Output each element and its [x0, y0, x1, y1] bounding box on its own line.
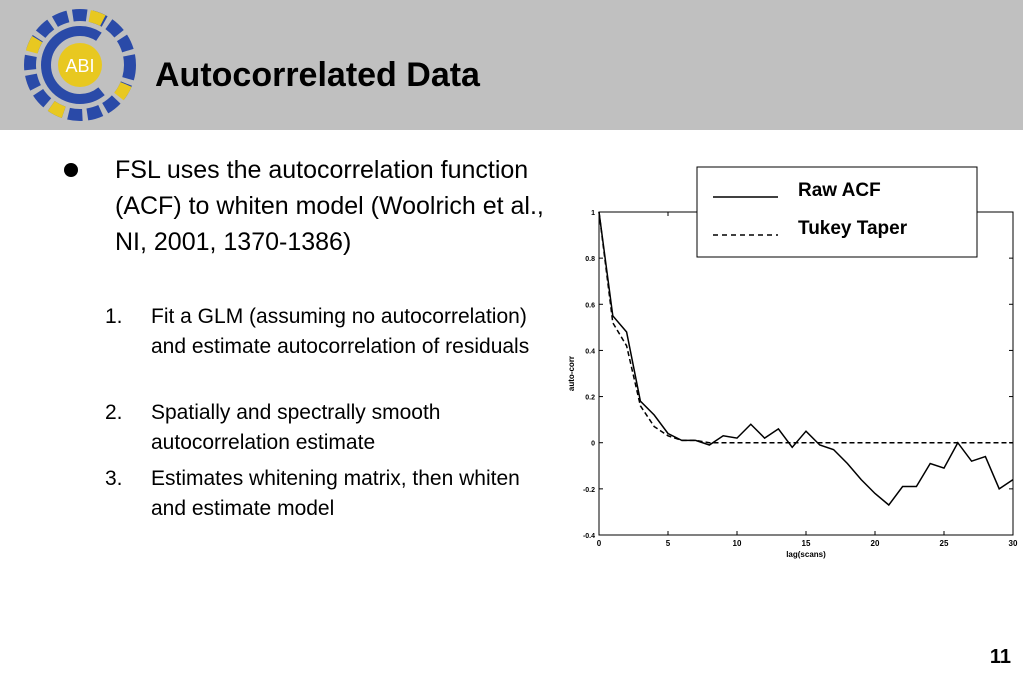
logo-text: ABI — [65, 56, 94, 76]
x-tick-label: 15 — [802, 539, 811, 548]
step-text: Spatially and spectrally smooth autocorr… — [151, 401, 441, 454]
step: 1. Fit a GLM (assuming no autocorrelation… — [105, 302, 529, 397]
bullet-dot — [64, 163, 78, 177]
step-number: 1. — [105, 305, 123, 328]
y-tick-label: 1 — [591, 210, 595, 217]
chart: 0 5 10 15 20 25 30 -0.4 -0.2 0 0.2 0.4 0.6 0.8 1 lag(sc… — [567, 166, 1018, 559]
x-tick-label: 5 — [666, 539, 671, 548]
y-tick-label: -0.4 — [583, 533, 595, 540]
step: 3. Estimates whitening matrix, then white… — [105, 464, 525, 526]
step: 2. Spatially and spectrally smooth autoco… — [105, 398, 525, 460]
legend-box — [696, 166, 978, 258]
bullet-text: FSL uses the autocorrelation function (A… — [115, 156, 544, 256]
step-number: 3. — [105, 467, 123, 490]
legend-label: Raw ACF — [798, 180, 881, 201]
slide-title: Autocorrelated Data — [155, 56, 480, 94]
step-text: Fit a GLM (assuming no autocorrelation) … — [151, 305, 530, 358]
series-line — [598, 211, 1013, 444]
x-tick-label: 10 — [733, 539, 742, 548]
step-text: Estimates whitening matrix, then whiten … — [151, 467, 520, 520]
logo: ABI — [24, 9, 136, 121]
x-tick-label: 0 — [597, 539, 602, 548]
y-tick-label: 0.6 — [585, 302, 595, 309]
y-tick-label: 0 — [591, 441, 595, 448]
step-number: 2. — [105, 401, 123, 424]
y-tick-label: -0.2 — [583, 487, 595, 494]
x-tick-label: 30 — [1009, 539, 1018, 548]
plot-frame — [598, 211, 1014, 536]
y-axis-label: auto-corr — [567, 356, 576, 391]
y-tick-label: 0.8 — [585, 256, 595, 263]
y-tick-label: 0.4 — [585, 348, 595, 355]
x-tick-label: 25 — [940, 539, 949, 548]
header: ABI Autocorrelated Data — [0, 0, 1023, 130]
series-line — [598, 211, 1014, 507]
x-axis-label: lag(scans) — [786, 550, 826, 559]
y-tick-label: 0.2 — [585, 395, 595, 402]
legend-label: Tukey Taper — [798, 218, 908, 239]
x-tick-label: 20 — [871, 539, 880, 548]
page-number: 11 — [989, 646, 1011, 668]
